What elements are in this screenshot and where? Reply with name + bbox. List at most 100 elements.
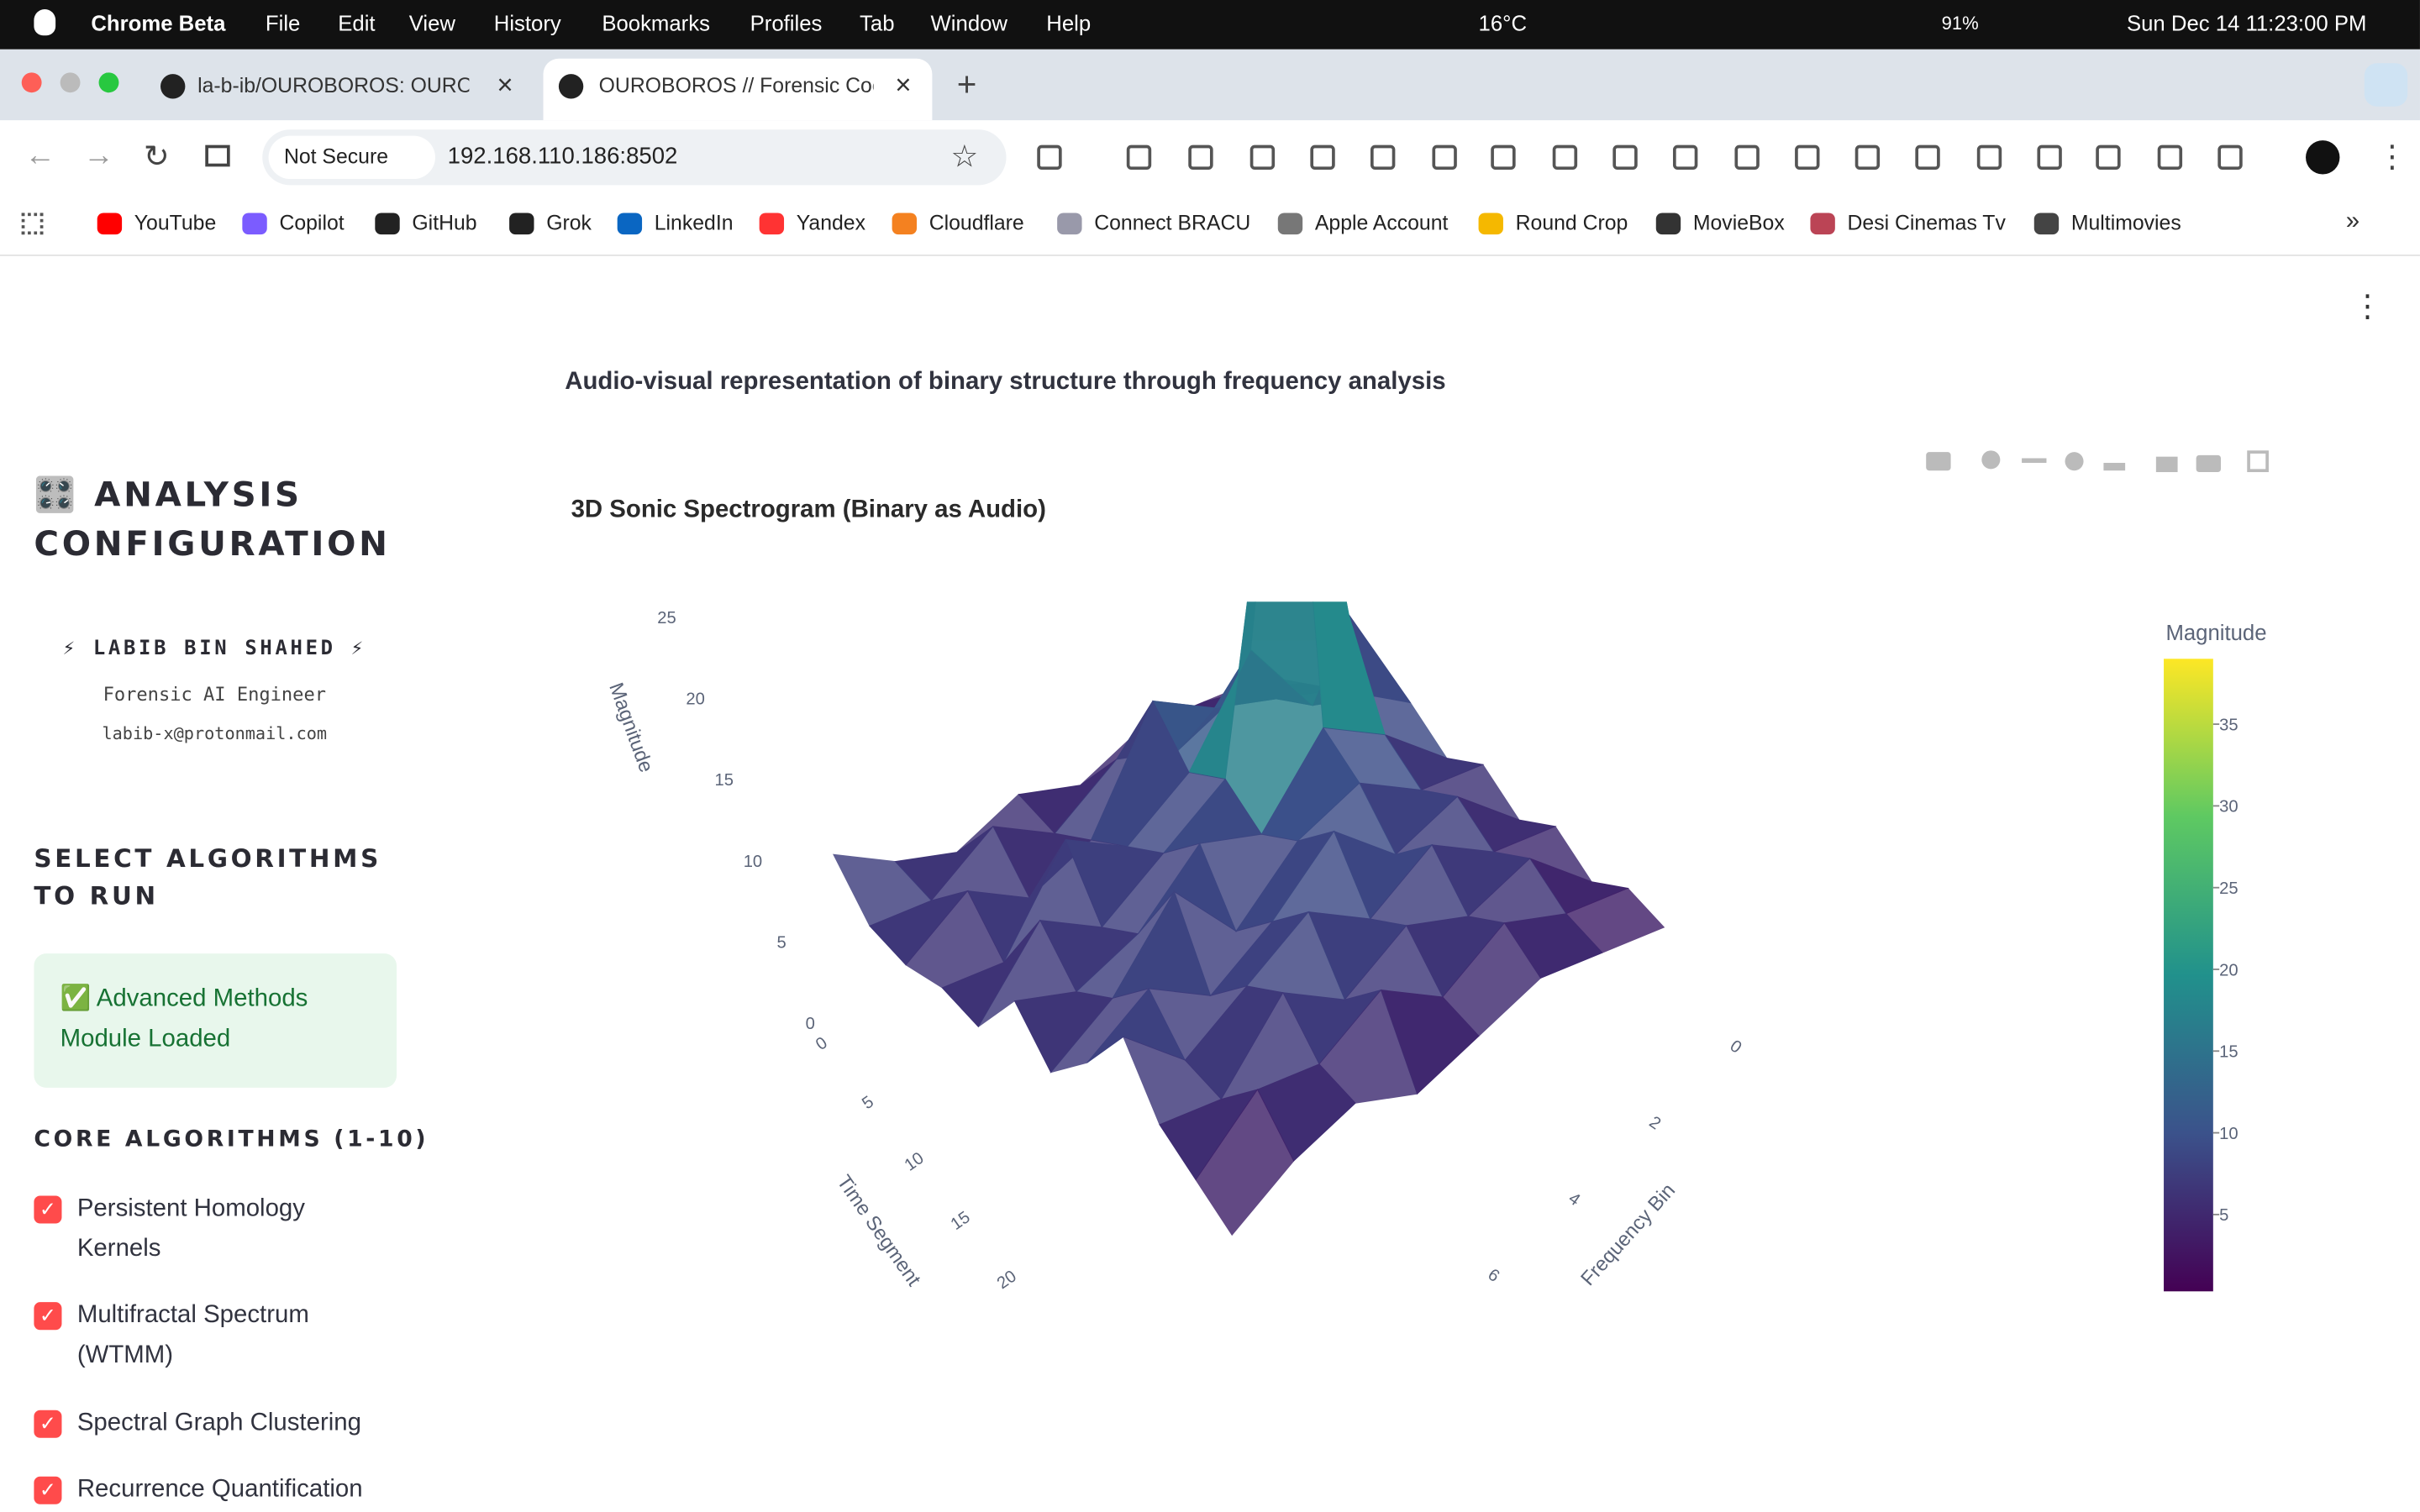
back-button[interactable]: ← xyxy=(24,139,56,173)
close-window[interactable] xyxy=(21,72,42,93)
menu-bar: Chrome Beta File Edit View History Bookmarks… xyxy=(0,0,2420,50)
extension-icon[interactable] xyxy=(2217,144,2243,171)
chrome-menu[interactable]: ⋮ xyxy=(2376,140,2408,175)
extension-icon[interactable] xyxy=(1552,144,1578,171)
extension-icon[interactable] xyxy=(1432,144,1457,171)
extension-icon[interactable] xyxy=(1370,144,1396,171)
colorbar-tick-label: 30 xyxy=(2219,798,2238,816)
more-bookmarks[interactable]: » xyxy=(2345,207,2360,235)
extension-icon[interactable] xyxy=(1037,144,1062,171)
modebar-pan[interactable] xyxy=(2022,458,2047,464)
app-name[interactable]: Chrome Beta xyxy=(91,10,226,36)
extension-icon[interactable] xyxy=(1734,144,1760,171)
modebar-fullscreen[interactable] xyxy=(2247,450,2269,473)
menu-item[interactable]: Bookmarks xyxy=(602,10,710,36)
extension-icon[interactable] xyxy=(1491,144,1516,171)
sidebar-heading: 🎛️ ANALYSIS CONFIGURATION xyxy=(34,476,391,565)
app-menu[interactable]: ⋮ xyxy=(2352,290,2383,324)
battery[interactable]: 91% xyxy=(1941,12,1979,34)
extension-icon[interactable] xyxy=(1612,144,1638,171)
home-button[interactable] xyxy=(205,144,230,167)
bookmark-label: Copilot xyxy=(279,211,345,235)
algorithm-label[interactable]: Spectral Graph Clustering xyxy=(76,1410,361,1436)
extension-icon[interactable] xyxy=(1249,144,1276,171)
extension-icon[interactable] xyxy=(1126,144,1152,171)
profile-avatar[interactable] xyxy=(2306,140,2340,175)
tab-title: OUROBOROS // Forensic Coc xyxy=(598,74,874,97)
menu-item[interactable]: History xyxy=(493,10,561,36)
modebar-orbit[interactable] xyxy=(2065,452,2084,471)
security-chip[interactable]: Not Secure xyxy=(268,135,435,180)
security-label: Not Secure xyxy=(283,144,389,169)
bookmark-label: Round Crop xyxy=(1515,211,1628,235)
select-heading: SELECT ALGORITHMS TO RUN xyxy=(34,843,381,911)
colorbar-title: Magnitude xyxy=(2165,622,2266,645)
bookmark-icon xyxy=(509,213,534,235)
colorbar-tick-label: 15 xyxy=(2219,1043,2238,1062)
tab-icon xyxy=(558,74,584,99)
modebar-camera[interactable] xyxy=(1926,452,1951,471)
new-tab[interactable]: + xyxy=(956,65,977,104)
reload-button[interactable]: ↻ xyxy=(143,140,170,175)
algorithm-label[interactable]: Persistent Homology Kernels xyxy=(76,1195,305,1263)
checkbox[interactable]: ✓ xyxy=(34,1195,62,1224)
clock[interactable]: Sun Dec 14 11:23:00 PM xyxy=(2126,10,2367,36)
x-axis-title: Time Segment xyxy=(832,1171,925,1290)
caption: Audio-visual representation of binary st… xyxy=(565,368,1446,396)
tab-close[interactable]: × xyxy=(895,69,912,101)
menu-item[interactable]: Help xyxy=(1046,10,1092,36)
modebar xyxy=(1926,450,2269,473)
extension-icon[interactable] xyxy=(1976,144,2002,171)
tab-search[interactable] xyxy=(2364,63,2408,107)
bookmark-star[interactable]: ☆ xyxy=(950,140,979,175)
extension-icon[interactable] xyxy=(1795,144,1820,171)
extension-icon[interactable] xyxy=(2037,144,2062,171)
extension-icon[interactable] xyxy=(1854,144,1881,171)
menu-item[interactable]: Profiles xyxy=(750,10,823,36)
minimize-window[interactable] xyxy=(60,72,81,93)
tab[interactable]: la-b-ib/OUROBOROS: OUROB × xyxy=(142,59,537,120)
extension-icon[interactable] xyxy=(2096,144,2121,171)
omnibox[interactable]: Not Secure 192.168.110.186:8502 ☆ xyxy=(262,129,1007,186)
surface-cell xyxy=(1224,601,1324,836)
tab-icon xyxy=(160,74,186,99)
extension-icon[interactable] xyxy=(1672,144,1698,171)
x-tick-label: 10 xyxy=(902,1149,928,1175)
menu-item[interactable]: View xyxy=(408,10,455,36)
surface-cell xyxy=(1195,1089,1295,1236)
algorithm-label[interactable]: Multifractal Spectrum (WTMM) xyxy=(76,1302,309,1369)
weather[interactable]: 16°C xyxy=(1478,10,1528,36)
bookmark-icon xyxy=(375,213,400,235)
checkbox[interactable]: ✓ xyxy=(34,1302,62,1331)
forward-button[interactable]: → xyxy=(83,139,114,173)
modebar-home[interactable] xyxy=(2155,456,2178,473)
menu-item[interactable]: File xyxy=(265,10,301,36)
checkbox[interactable]: ✓ xyxy=(34,1410,62,1438)
z-tick-label: 20 xyxy=(686,690,704,709)
extension-icon[interactable] xyxy=(1188,144,1213,171)
bookmark-label: YouTube xyxy=(134,211,217,235)
menu-item[interactable]: Edit xyxy=(338,10,376,36)
bookmark-icon xyxy=(759,213,785,235)
extension-icon[interactable] xyxy=(1310,144,1335,171)
menu-item[interactable]: Tab xyxy=(860,10,895,36)
colorbar-tick-label: 20 xyxy=(2219,961,2238,979)
extension-icon[interactable] xyxy=(1915,144,1940,171)
apps-button[interactable] xyxy=(21,213,44,235)
bookmark-label: MovieBox xyxy=(1692,211,1785,235)
menu-item[interactable]: Window xyxy=(930,10,1007,36)
modebar-turntable[interactable] xyxy=(2103,463,2126,471)
checkbox[interactable]: ✓ xyxy=(34,1476,62,1504)
algorithm-label[interactable]: Recurrence Quantification xyxy=(76,1476,363,1503)
tab-close[interactable]: × xyxy=(497,69,513,101)
bookmark-icon xyxy=(1810,213,1835,235)
tab-active[interactable]: OUROBOROS // Forensic Coc × xyxy=(543,58,933,121)
modebar-zoom[interactable] xyxy=(1981,450,2001,470)
extension-icon[interactable] xyxy=(2157,144,2183,171)
modebar-camera-view[interactable] xyxy=(2196,454,2222,473)
apple-logo[interactable] xyxy=(34,9,56,36)
zoom-window[interactable] xyxy=(98,72,119,93)
bookmark-icon xyxy=(97,213,123,235)
